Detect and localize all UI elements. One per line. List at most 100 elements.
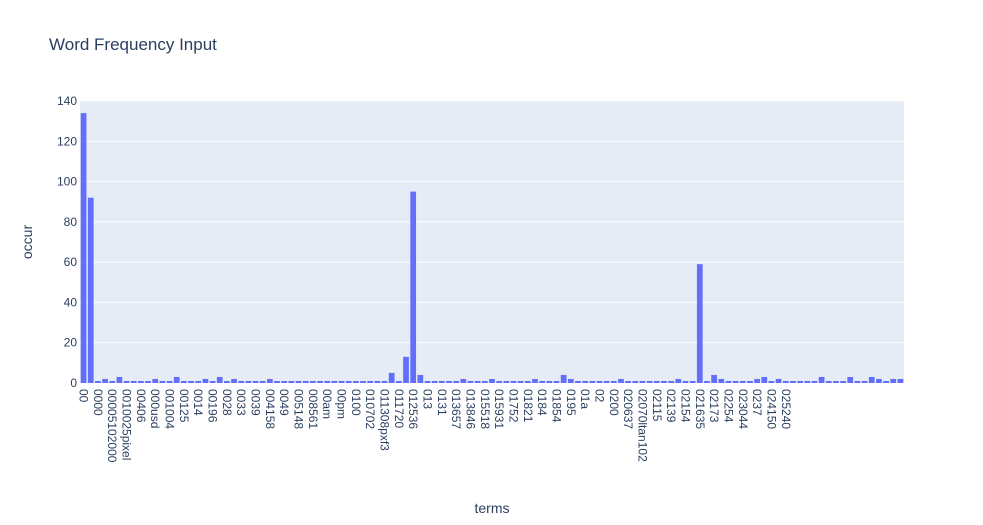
bar[interactable] <box>138 380 144 383</box>
bar[interactable] <box>374 380 381 383</box>
bar[interactable] <box>460 378 467 383</box>
bar[interactable] <box>173 376 180 383</box>
bar[interactable] <box>503 380 510 383</box>
bar[interactable] <box>360 380 366 383</box>
bar[interactable] <box>833 380 839 383</box>
bar[interactable] <box>245 380 252 383</box>
bar[interactable] <box>861 380 868 383</box>
bar[interactable] <box>281 380 288 383</box>
bar[interactable] <box>639 380 646 383</box>
bar[interactable] <box>424 380 431 383</box>
bar[interactable] <box>754 378 760 383</box>
bar[interactable] <box>145 380 151 383</box>
bar[interactable] <box>367 380 374 383</box>
bar[interactable] <box>317 380 323 383</box>
bar[interactable] <box>804 380 811 383</box>
bar[interactable] <box>259 380 266 383</box>
bar[interactable] <box>510 380 517 383</box>
bar[interactable] <box>310 380 316 383</box>
bar[interactable] <box>474 380 481 383</box>
bar[interactable] <box>567 378 574 383</box>
bar[interactable] <box>252 380 259 383</box>
bar[interactable] <box>517 380 524 383</box>
bar[interactable] <box>560 374 567 383</box>
bar[interactable] <box>102 378 108 383</box>
bar[interactable] <box>159 380 166 383</box>
bar[interactable] <box>818 376 825 383</box>
bar[interactable] <box>625 380 631 383</box>
bar[interactable] <box>224 380 230 383</box>
bar[interactable] <box>739 380 746 383</box>
bar[interactable] <box>80 113 87 383</box>
bar[interactable] <box>195 380 202 383</box>
bar[interactable] <box>646 380 653 383</box>
bar[interactable] <box>216 376 223 383</box>
bar[interactable] <box>725 380 732 383</box>
bar[interactable] <box>532 378 538 383</box>
bar[interactable] <box>202 378 209 383</box>
bar[interactable] <box>747 380 753 383</box>
bar[interactable] <box>95 380 101 383</box>
bar[interactable] <box>682 380 689 383</box>
bar[interactable] <box>840 380 846 383</box>
bar[interactable] <box>897 378 904 383</box>
bar[interactable] <box>704 380 710 383</box>
bar[interactable] <box>811 380 818 383</box>
bar[interactable] <box>883 380 889 383</box>
bar[interactable] <box>610 380 617 383</box>
bar[interactable] <box>732 380 739 383</box>
bar[interactable] <box>675 378 682 383</box>
bar[interactable] <box>295 380 302 383</box>
bar[interactable] <box>410 191 417 383</box>
bar[interactable] <box>446 380 452 383</box>
bar[interactable] <box>618 378 624 383</box>
bar[interactable] <box>632 380 639 383</box>
bar[interactable] <box>238 380 245 383</box>
bar[interactable] <box>417 374 424 383</box>
bar[interactable] <box>689 380 696 383</box>
bar[interactable] <box>403 356 409 383</box>
bar[interactable] <box>481 380 488 383</box>
bar[interactable] <box>166 380 173 383</box>
bar[interactable] <box>302 380 309 383</box>
bar[interactable] <box>711 374 717 383</box>
bar[interactable] <box>152 378 159 383</box>
bar[interactable] <box>331 380 338 383</box>
bar[interactable] <box>209 380 216 383</box>
bar[interactable] <box>868 376 875 383</box>
bar[interactable] <box>467 380 474 383</box>
bar[interactable] <box>181 380 187 383</box>
bar[interactable] <box>718 378 725 383</box>
bar[interactable] <box>267 378 273 383</box>
bar[interactable] <box>288 380 295 383</box>
bar[interactable] <box>116 376 123 383</box>
bar[interactable] <box>653 380 660 383</box>
bar[interactable] <box>231 378 237 383</box>
bar[interactable] <box>825 380 832 383</box>
bar[interactable] <box>188 380 194 383</box>
bar[interactable] <box>489 378 495 383</box>
bar[interactable] <box>453 380 460 383</box>
bar[interactable] <box>123 380 130 383</box>
bar[interactable] <box>775 378 782 383</box>
bar[interactable] <box>324 380 331 383</box>
bar[interactable] <box>524 380 531 383</box>
bar[interactable] <box>603 380 610 383</box>
bar[interactable] <box>582 380 589 383</box>
bar[interactable] <box>668 380 674 383</box>
bar[interactable] <box>539 380 546 383</box>
bar[interactable] <box>87 197 94 383</box>
bar[interactable] <box>768 380 775 383</box>
bar[interactable] <box>274 380 280 383</box>
bar[interactable] <box>345 380 352 383</box>
bar[interactable] <box>589 380 596 383</box>
bar[interactable] <box>388 372 395 383</box>
bar[interactable] <box>438 380 445 383</box>
bar[interactable] <box>575 380 581 383</box>
bar[interactable] <box>876 378 882 383</box>
bar[interactable] <box>890 378 897 383</box>
bar[interactable] <box>338 380 345 383</box>
bar[interactable] <box>546 380 553 383</box>
bar[interactable] <box>381 380 388 383</box>
bar[interactable] <box>395 380 402 383</box>
